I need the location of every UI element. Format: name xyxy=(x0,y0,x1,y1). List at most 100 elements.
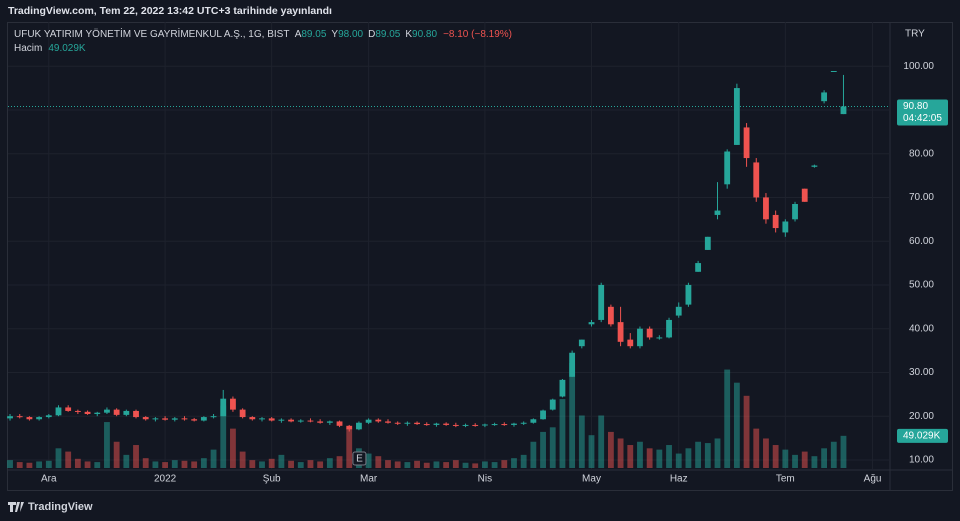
candle-body xyxy=(45,415,52,418)
volume-bar xyxy=(801,451,808,468)
candle-body xyxy=(220,398,227,417)
volume-bar xyxy=(414,460,420,468)
volume-bar xyxy=(840,435,847,468)
y-tick-label: 100.00 xyxy=(903,61,934,72)
candle-body xyxy=(423,424,430,426)
legend-value: 89.05 xyxy=(301,29,326,40)
volume-tag-label: 49.029K xyxy=(903,430,941,441)
volume-bar xyxy=(540,431,546,468)
candle-body xyxy=(685,284,692,305)
candle-body xyxy=(259,418,265,420)
candle-body xyxy=(549,399,556,410)
volume-bar xyxy=(26,462,33,468)
candle-body xyxy=(753,162,760,198)
candle-body xyxy=(830,71,837,72)
candle-body xyxy=(394,422,401,424)
candles xyxy=(7,71,847,432)
volume-bar xyxy=(123,454,130,468)
candle-body xyxy=(811,165,818,167)
volume-bar xyxy=(113,441,120,468)
volume-bar xyxy=(171,460,178,468)
legend-key: D xyxy=(368,29,375,40)
candle-body xyxy=(782,221,789,233)
candle-body xyxy=(375,419,382,422)
volume-bar xyxy=(792,454,798,468)
candle-body xyxy=(181,418,188,420)
volume-bar xyxy=(588,435,595,468)
volume-bar xyxy=(695,441,702,468)
volume-bar xyxy=(753,428,760,468)
candle-body xyxy=(16,416,23,418)
volume-bar xyxy=(520,454,527,468)
volume-bar xyxy=(104,422,110,468)
candle-body xyxy=(433,423,440,425)
candle-body xyxy=(230,398,236,410)
volume-bar xyxy=(743,395,750,468)
candle-body xyxy=(695,263,702,272)
y-tick-label: 70.00 xyxy=(909,192,934,203)
candle-body xyxy=(617,322,624,342)
candle-body xyxy=(724,151,731,185)
logo xyxy=(8,502,24,512)
candle-body xyxy=(65,407,72,411)
candle-body xyxy=(307,420,314,422)
chart-frame xyxy=(7,22,953,491)
volume-bar xyxy=(617,438,624,468)
candle-body xyxy=(104,409,110,413)
candle-body xyxy=(123,410,130,415)
x-tick-label: Ara xyxy=(41,474,57,485)
event-marker xyxy=(352,451,367,466)
volume-bar xyxy=(452,460,459,468)
candle-body xyxy=(317,421,324,423)
volume-bar xyxy=(443,462,450,468)
volume-bar xyxy=(259,461,265,468)
candle-body xyxy=(472,424,479,426)
candle-body xyxy=(113,409,120,415)
volume-bar xyxy=(210,449,217,468)
candle-body xyxy=(481,424,488,426)
candle-body xyxy=(646,328,653,338)
volume-tag xyxy=(897,428,948,443)
currency: TRY xyxy=(905,29,925,40)
volume-bar xyxy=(385,460,391,468)
candle-body xyxy=(404,422,411,424)
candle-body xyxy=(414,422,420,425)
legend-value: 98.00 xyxy=(338,29,363,40)
footer: TradingView xyxy=(8,501,93,513)
candle-body xyxy=(588,322,595,325)
candle-body xyxy=(297,420,304,422)
candle-body xyxy=(326,421,333,423)
volume-bar xyxy=(598,415,605,468)
volume-bar xyxy=(423,462,430,468)
candle-body xyxy=(540,410,546,420)
volume-bar xyxy=(326,458,333,468)
candle-body xyxy=(607,306,614,325)
volume-bar xyxy=(491,462,498,468)
volume-bar xyxy=(569,363,576,468)
volume-bar xyxy=(162,462,169,468)
volume-bar xyxy=(724,369,731,468)
candle-body xyxy=(637,328,643,347)
candle-body xyxy=(792,204,798,220)
volume-bar xyxy=(152,461,159,468)
volume-bar xyxy=(65,451,72,468)
volume-bar xyxy=(142,458,149,468)
x-tick-label: Tem xyxy=(776,474,795,485)
candle-body xyxy=(288,419,294,422)
volume-bar xyxy=(530,441,537,468)
candle-body xyxy=(675,306,682,316)
volume-bar xyxy=(549,427,556,468)
candle-body xyxy=(336,421,343,426)
legend-value: 89.05 xyxy=(375,29,400,40)
volume-bar xyxy=(501,460,508,468)
change: −8.10 (−8.19%) xyxy=(443,29,512,40)
volume-bar xyxy=(685,448,692,468)
event-marker-label: E xyxy=(356,454,363,465)
candle-body xyxy=(152,418,159,420)
candle-body xyxy=(191,419,198,421)
axes: 10.00 20.00 30.00 40.00 50.00 60.00 70.00 80.00… xyxy=(8,61,948,485)
volume-bar xyxy=(288,460,294,468)
volume-bar xyxy=(45,460,52,468)
candle-body xyxy=(530,419,537,423)
candle-body xyxy=(772,214,779,229)
